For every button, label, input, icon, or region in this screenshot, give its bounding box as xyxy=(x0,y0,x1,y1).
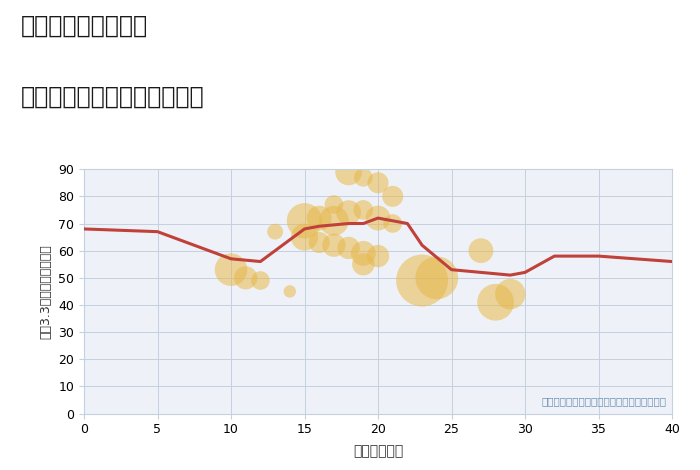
Point xyxy=(225,266,237,274)
Point xyxy=(505,290,516,298)
Point xyxy=(299,233,310,241)
Point xyxy=(358,250,369,257)
Point xyxy=(372,214,384,222)
Point xyxy=(255,277,266,284)
Point xyxy=(372,179,384,187)
X-axis label: 築年数（年）: 築年数（年） xyxy=(353,445,403,459)
Text: 奈良県奈良市左京の: 奈良県奈良市左京の xyxy=(21,14,148,38)
Point xyxy=(328,201,339,208)
Point xyxy=(343,244,354,252)
Point xyxy=(387,193,398,200)
Point xyxy=(240,274,251,282)
Point xyxy=(431,274,442,282)
Point xyxy=(372,252,384,260)
Point xyxy=(358,206,369,214)
Point xyxy=(299,217,310,225)
Text: 円の大きさは、取引のあった物件面積を示す: 円の大きさは、取引のあった物件面積を示す xyxy=(541,396,666,406)
Point xyxy=(358,173,369,181)
Point xyxy=(284,288,295,295)
Point xyxy=(358,260,369,268)
Point xyxy=(314,239,325,246)
Point xyxy=(328,217,339,225)
Point xyxy=(343,209,354,216)
Point xyxy=(490,298,501,306)
Point xyxy=(343,168,354,176)
Point xyxy=(475,247,486,254)
Point xyxy=(416,277,428,284)
Point xyxy=(314,214,325,222)
Y-axis label: 坪（3.3㎡）単価（万円）: 坪（3.3㎡）単価（万円） xyxy=(40,244,52,339)
Point xyxy=(387,220,398,227)
Text: 築年数別中古マンション価格: 築年数別中古マンション価格 xyxy=(21,85,204,109)
Point xyxy=(270,228,281,235)
Point xyxy=(328,242,339,249)
